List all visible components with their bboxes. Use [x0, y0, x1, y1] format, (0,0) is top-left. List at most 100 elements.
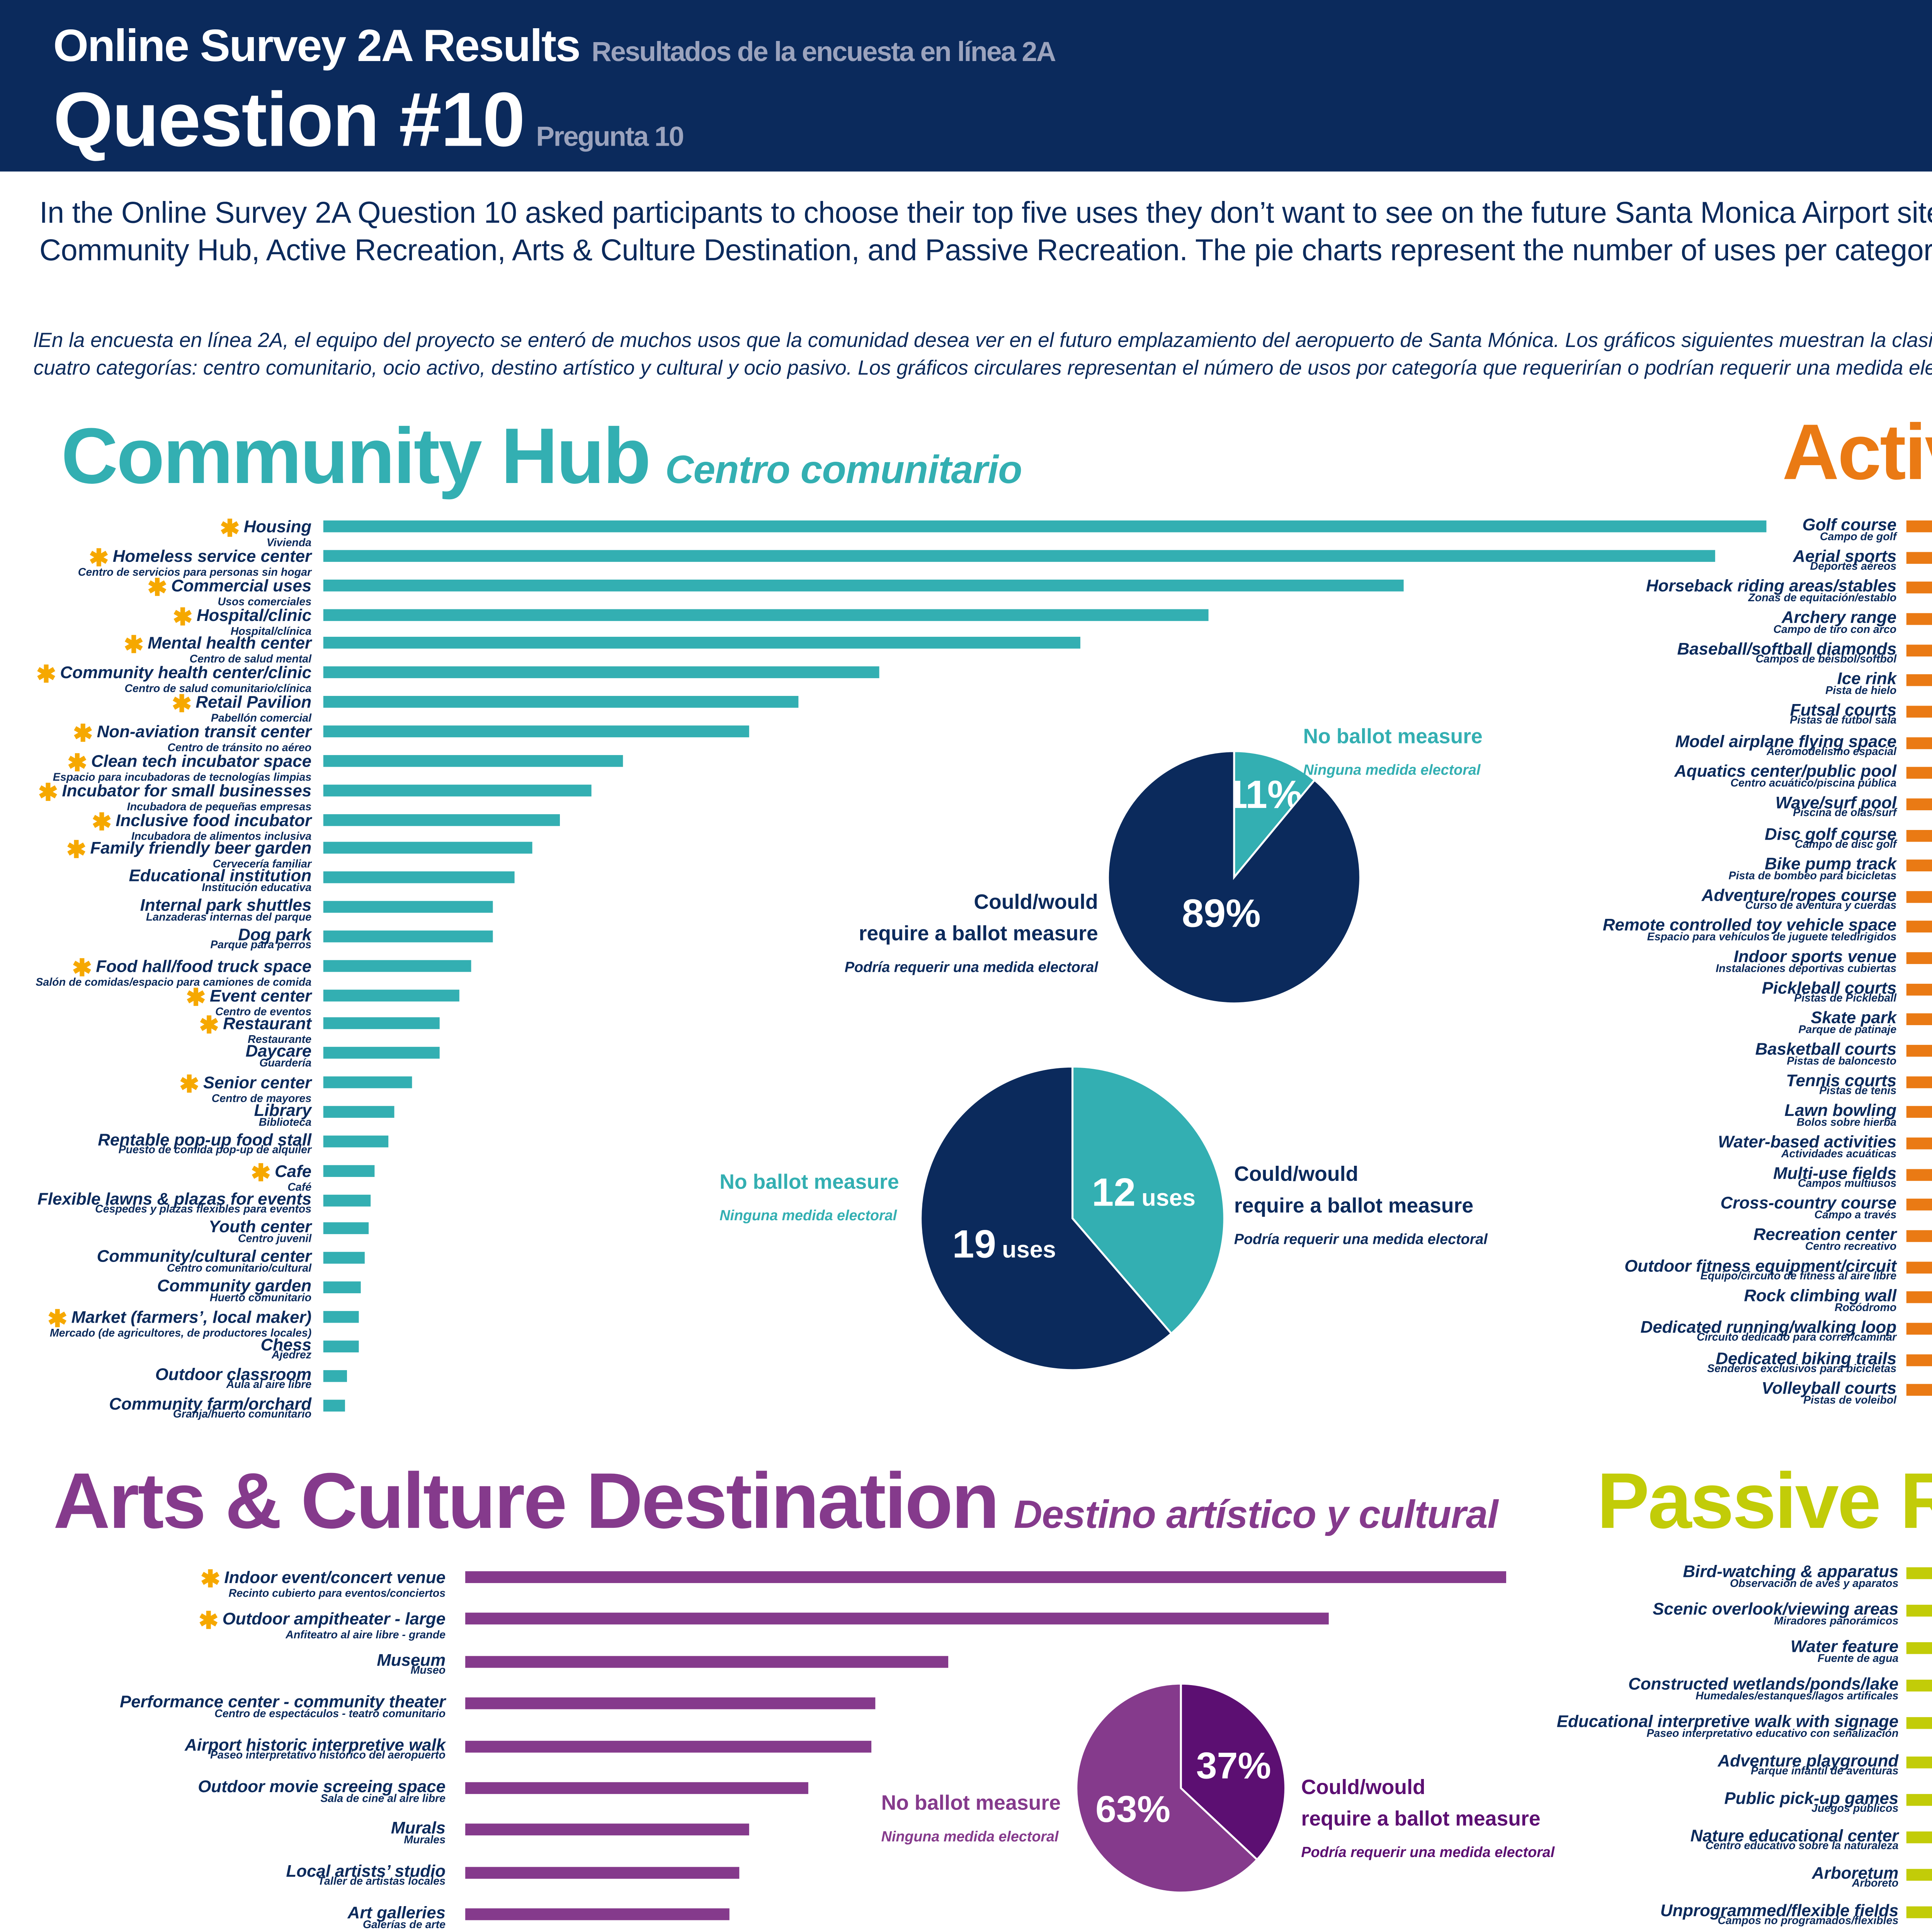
bar	[323, 813, 560, 825]
arts-culture-title-es: Destino artístico y cultural	[1014, 1494, 1498, 1538]
asterisk-icon: ✱	[72, 954, 92, 981]
bar	[323, 959, 472, 972]
arts-culture-title: Arts & Culture Destination Destino artíst…	[53, 1459, 1498, 1548]
label-es: Podría requerir una medida electoral	[1234, 1230, 1488, 1248]
bar	[1906, 1384, 1932, 1396]
header-banner: Online Survey 2A Results Resultados de la…	[0, 0, 1932, 172]
pie-slice-label: 89%	[1182, 891, 1261, 935]
bar	[465, 1740, 872, 1752]
bar-label: Ice rink Pista de hielo	[1825, 670, 1896, 699]
bar-label: Rock climbing wall Rocódromo	[1744, 1287, 1896, 1316]
bar-label-en: Pickleball courts	[1762, 977, 1897, 997]
bar-label: ✱ Incubator for small businesses Incubador…	[38, 780, 311, 815]
bar-label-es: Paseo interpretativo educativo con señal…	[1646, 1729, 1899, 1741]
bar-label-en: Aquatics center/public pool	[1674, 761, 1897, 781]
bar	[1906, 736, 1932, 748]
survey-title-es: Resultados de la encuesta en línea 2A	[592, 35, 1056, 67]
bar	[1906, 520, 1932, 532]
bar-label-en: ✱ Cafe	[251, 1158, 312, 1186]
passive-recreation-title-en: Passive Recreation	[1597, 1459, 1932, 1546]
bar-label-es: Pistas de voleibol	[1803, 1395, 1897, 1407]
bar-label-es: Ajedrez	[271, 1351, 312, 1363]
bar-label: Lawn bowling Bolos sobre hierba	[1784, 1102, 1896, 1131]
bar	[323, 930, 492, 942]
bar-label-es: Salón de comidas/espacio para camiones d…	[36, 977, 312, 989]
bar-label: ✱ Mental health center Centro de salud men…	[124, 634, 311, 668]
label-en-1: Could/would	[1301, 1776, 1425, 1800]
bar-label-en: Youth center	[208, 1217, 312, 1237]
bar-label-es: Espacio para vehículos de juguete teledi…	[1647, 932, 1897, 945]
bar	[1906, 1045, 1932, 1057]
bar-label: Local artists’ studio Taller de artistas …	[286, 1862, 446, 1890]
intro-paragraph: In the Online Survey 2A Question 10 aske…	[39, 197, 1932, 268]
bar-label-en: Water-based activities	[1718, 1131, 1897, 1151]
bar-label: ✱ Senior center Centro de mayores	[179, 1073, 311, 1107]
bar-label: Adventure playground Parque infantil de a…	[1718, 1752, 1898, 1779]
bar-label-es: Parque infantil de aventuras	[1751, 1766, 1899, 1779]
bar	[1906, 705, 1932, 718]
label-es: Ninguna medida electoral	[719, 1206, 897, 1225]
bar-label-es: Incubadora de pequeñas empresas	[127, 801, 312, 814]
bar-label-en: ✱ Retail Pavilion	[172, 690, 312, 718]
bar-label: Water-based activities Actividades acuáti…	[1718, 1131, 1897, 1162]
bar	[1906, 1261, 1932, 1273]
bar-label: Adventure/ropes course Curso de aventura …	[1702, 886, 1896, 915]
bar-label-en: Aerial sports	[1793, 545, 1897, 565]
bar-label: Arboretum Arboreto	[1812, 1864, 1898, 1892]
bar-label: Educational institution Institución educa…	[129, 867, 312, 896]
bar-label-es: Paseo interpretativo histórico del aerop…	[210, 1751, 446, 1763]
bar-label-en: ✱ Food hall/food truck space	[72, 954, 312, 981]
bar-label: Museum Museo	[377, 1651, 446, 1679]
bar-label-es: Hospital/clínica	[230, 626, 312, 638]
bar-label: Aquatics center/public pool Centro acuáti…	[1674, 763, 1896, 791]
bar	[323, 549, 1714, 562]
bar-label: ✱ Retail Pavilion Pabellón comercial	[172, 692, 311, 727]
bar-label-en: ✱ Housing	[220, 514, 312, 543]
bar-label-en: ✱ Community health center/clinic	[36, 661, 312, 689]
bar-label-en: Indoor sports venue	[1733, 946, 1897, 966]
bar-label-en: Bird-watching & apparatus	[1683, 1561, 1899, 1581]
bar-label-es: Incubadora de alimentos inclusiva	[131, 831, 312, 843]
bar	[323, 1281, 361, 1294]
bar	[1906, 613, 1932, 625]
bar-label: Chess Ajedrez	[261, 1336, 312, 1364]
bar	[1906, 1106, 1932, 1119]
community-hub-title: Community Hub Centro comunitario	[61, 414, 1022, 503]
bar-label-en: Model airplane flying space	[1675, 730, 1897, 750]
bar-label-en: Library	[254, 1100, 312, 1120]
bar	[323, 520, 1767, 532]
bar-label: ✱ Restaurant Restaurante	[199, 1014, 312, 1049]
ac-pie1-no-ballot-label: No ballot measure Ninguna medida electora…	[881, 1786, 1061, 1849]
bar	[1906, 1168, 1932, 1180]
bar-label-es: Guardería	[259, 1058, 312, 1070]
bar-label: Scenic overlook/viewing areas Miradores p…	[1653, 1601, 1898, 1629]
bar-label-en: Tennis courts	[1786, 1070, 1897, 1090]
bar-label-en: Dedicated biking trails	[1716, 1347, 1897, 1367]
bar-label-es: Piscina de olas/surf	[1793, 809, 1897, 821]
bar-label-en: Golf course	[1802, 514, 1897, 534]
community-hub-title-es: Centro comunitario	[665, 449, 1022, 493]
bar-label-es: Centro de espectáculos - teatro comunita…	[214, 1709, 446, 1721]
bar-label-en: ✱ Family friendly beer garden	[66, 837, 312, 864]
bar-label-en: Arboretum	[1812, 1862, 1899, 1883]
bar	[323, 1340, 358, 1352]
arts-culture-title-en: Arts & Culture Destination	[53, 1459, 1000, 1546]
bar-label-es: Campo de golf	[1820, 531, 1897, 544]
bar-label-es: Pistas de tenis	[1819, 1087, 1897, 1099]
bar-label-es: Usos comerciales	[218, 597, 312, 609]
bar	[1906, 1199, 1932, 1211]
bar	[323, 1369, 347, 1381]
bar-label-en: Horseback riding areas/stables	[1646, 576, 1897, 596]
bar-label-en: Scenic overlook/viewing areas	[1653, 1599, 1899, 1619]
bar-label-es: Granja/huerto comunitario	[173, 1410, 312, 1422]
bar	[1906, 1642, 1932, 1655]
bar	[1906, 1353, 1932, 1366]
survey-title-en: Online Survey 2A Results	[53, 20, 581, 71]
active-recreation-title-en: Active Recreation	[1782, 410, 1932, 497]
asterisk-icon: ✱	[200, 1565, 221, 1593]
label-en: No ballot measure	[719, 1171, 899, 1195]
bar-label-en: Skate park	[1811, 1008, 1897, 1028]
asterisk-icon: ✱	[199, 1607, 219, 1635]
bar-label: Flexible lawns & plazas for events Césped…	[37, 1190, 311, 1218]
